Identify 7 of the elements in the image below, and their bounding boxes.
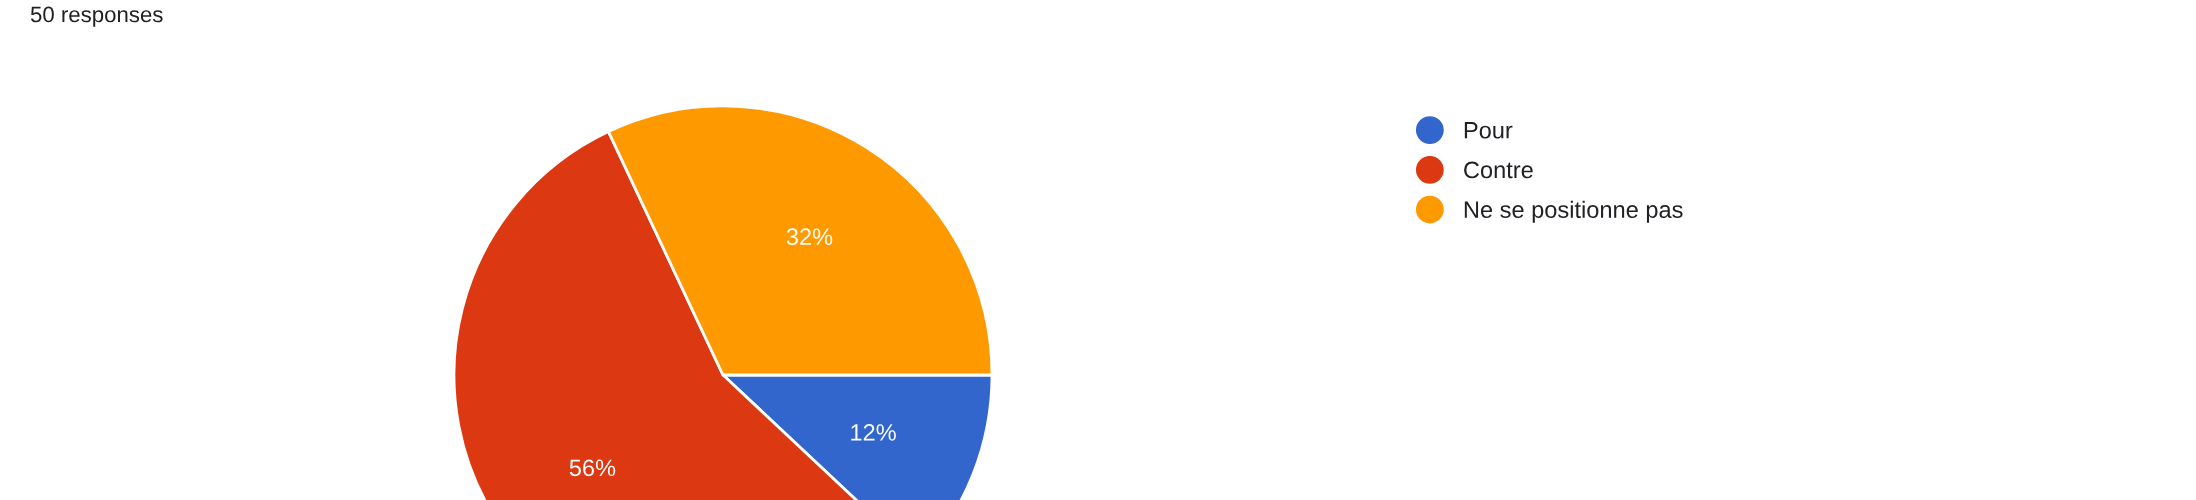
legend-label: Ne se positionne pas — [1464, 200, 1683, 223]
legend-label: Pour — [1464, 122, 1513, 139]
data-label: 32% — [786, 228, 833, 246]
data-label: 56% — [569, 459, 616, 477]
data-label: 12% — [851, 424, 896, 441]
text: 50 responses — [30, 6, 163, 27]
legend-label: Contre — [1464, 161, 1533, 179]
